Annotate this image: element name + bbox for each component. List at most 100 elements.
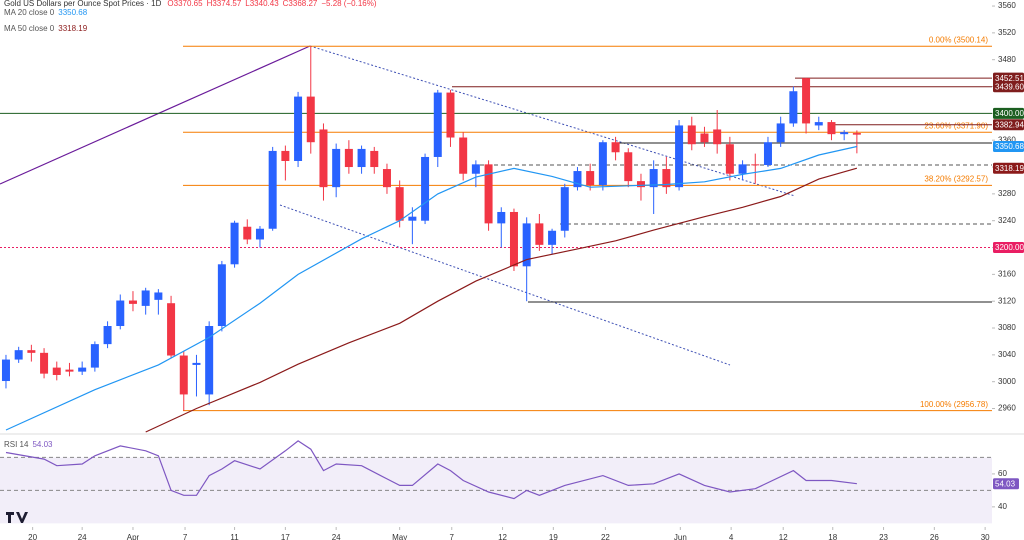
- candle-body: [1, 359, 10, 382]
- candle-body: [598, 142, 607, 186]
- fib-label: 38.20% (3292.57): [924, 175, 988, 184]
- ohlc-value: 3370.65: [174, 0, 203, 8]
- candle-body: [611, 142, 620, 153]
- candle-body: [268, 150, 277, 229]
- trendline: [0, 45, 311, 185]
- y-tick-label: 60: [998, 469, 1007, 478]
- candle-body: [421, 156, 430, 221]
- candle-body: [675, 125, 684, 188]
- candle-body: [484, 164, 493, 224]
- candle-body: [636, 181, 645, 188]
- x-tick-label: 7: [183, 533, 188, 540]
- value-box-label: 3350.68: [995, 142, 1024, 151]
- candle-body: [433, 92, 442, 157]
- value-box-label: 3318.19: [995, 164, 1024, 173]
- y-tick-label: 3160: [998, 269, 1016, 278]
- candle-body: [103, 326, 112, 345]
- value-box: [993, 81, 1024, 93]
- x-tick-label: May: [392, 533, 407, 540]
- candle-body: [14, 350, 23, 360]
- candle-body: [763, 142, 772, 166]
- x-tick-label: 24: [78, 533, 87, 540]
- x-tick-label: 22: [601, 533, 610, 540]
- candle-body: [827, 122, 836, 135]
- candle-body: [205, 326, 214, 395]
- value-box: [993, 72, 1024, 84]
- legend: Gold US Dollars per Ounce Spot Prices · …: [4, 0, 377, 449]
- candle-body: [814, 122, 823, 126]
- candle-body: [548, 230, 557, 245]
- candle-body: [687, 125, 696, 145]
- candle-body: [586, 171, 595, 186]
- candle-body: [319, 129, 328, 188]
- y-tick-label: 3000: [998, 377, 1016, 386]
- series-line: [145, 167, 858, 433]
- y-tick-label: 3080: [998, 323, 1016, 332]
- candle-body: [624, 152, 633, 182]
- candle-body: [179, 355, 188, 395]
- candle-body: [344, 148, 353, 168]
- ma20-legend: MA 20 close 0 3350.68: [4, 8, 88, 17]
- x-tick-label: 24: [332, 533, 341, 540]
- fib-label: 23.60% (3371.90): [924, 121, 988, 130]
- candle-body: [306, 96, 315, 143]
- candle-body: [738, 164, 747, 174]
- candle-body: [725, 144, 734, 174]
- candle-body: [408, 216, 417, 221]
- ohlc-value: 3340.43: [250, 0, 279, 8]
- ohlc-value: 3374.57: [212, 0, 241, 8]
- x-tick-label: 30: [981, 533, 990, 540]
- x-tick-label: 20: [28, 533, 37, 540]
- candle-body: [65, 369, 74, 372]
- candle-body: [332, 148, 341, 188]
- ohlc-change: −5.28 (−0.16%): [321, 0, 376, 8]
- candle-body: [459, 137, 468, 174]
- candle-body: [230, 222, 239, 265]
- y-tick-label: 40: [998, 502, 1007, 511]
- candle-body: [116, 300, 125, 327]
- ohlc-value: 3368.27: [288, 0, 317, 8]
- series-line: [5, 145, 858, 431]
- x-tick-label: 11: [230, 533, 239, 540]
- value-box: [993, 162, 1024, 174]
- candle-body: [90, 344, 99, 368]
- candle-body: [192, 362, 201, 365]
- legend-name: RSI 14: [4, 440, 29, 449]
- chart-title: Gold US Dollars per Ounce Spot Prices · …: [4, 0, 162, 8]
- candle-body: [509, 211, 518, 267]
- candle-body: [802, 78, 811, 124]
- value-box-label: 3439.60: [995, 82, 1024, 91]
- candle-body: [751, 164, 760, 166]
- fib-label: 100.00% (2956.78): [920, 400, 988, 409]
- x-tick-label: Jun: [674, 533, 687, 540]
- candle-body: [649, 169, 658, 188]
- ohlc-prefix: H: [207, 0, 213, 8]
- value-box: [993, 140, 1024, 152]
- x-tick-label: Apr: [127, 533, 140, 540]
- candle-body: [840, 132, 849, 135]
- candle-body: [522, 223, 531, 267]
- candle-body: [560, 187, 569, 231]
- candle-body: [535, 223, 544, 245]
- candle-body: [52, 367, 61, 375]
- y-tick-label: 3280: [998, 189, 1016, 198]
- candle-body: [497, 211, 506, 224]
- value-box-label: 3382.94: [995, 120, 1024, 129]
- candle-body: [78, 367, 87, 372]
- ohlc-prefix: L: [245, 0, 250, 8]
- legend-value: 3318.19: [58, 24, 87, 33]
- value-box-label: 3400.00: [995, 109, 1024, 118]
- y-tick-label: 2960: [998, 404, 1016, 413]
- x-tick-label: 4: [729, 533, 734, 540]
- legend-name: MA 20 close 0: [4, 8, 55, 17]
- candle-body: [852, 133, 861, 135]
- candle-body: [243, 226, 252, 240]
- value-box-label: 3452.51: [995, 74, 1024, 83]
- x-tick-label: 12: [498, 533, 507, 540]
- candle-body: [789, 91, 798, 124]
- legend-value: 54.03: [32, 440, 53, 449]
- y-tick-label: 3560: [998, 1, 1016, 10]
- trendline: [309, 45, 796, 197]
